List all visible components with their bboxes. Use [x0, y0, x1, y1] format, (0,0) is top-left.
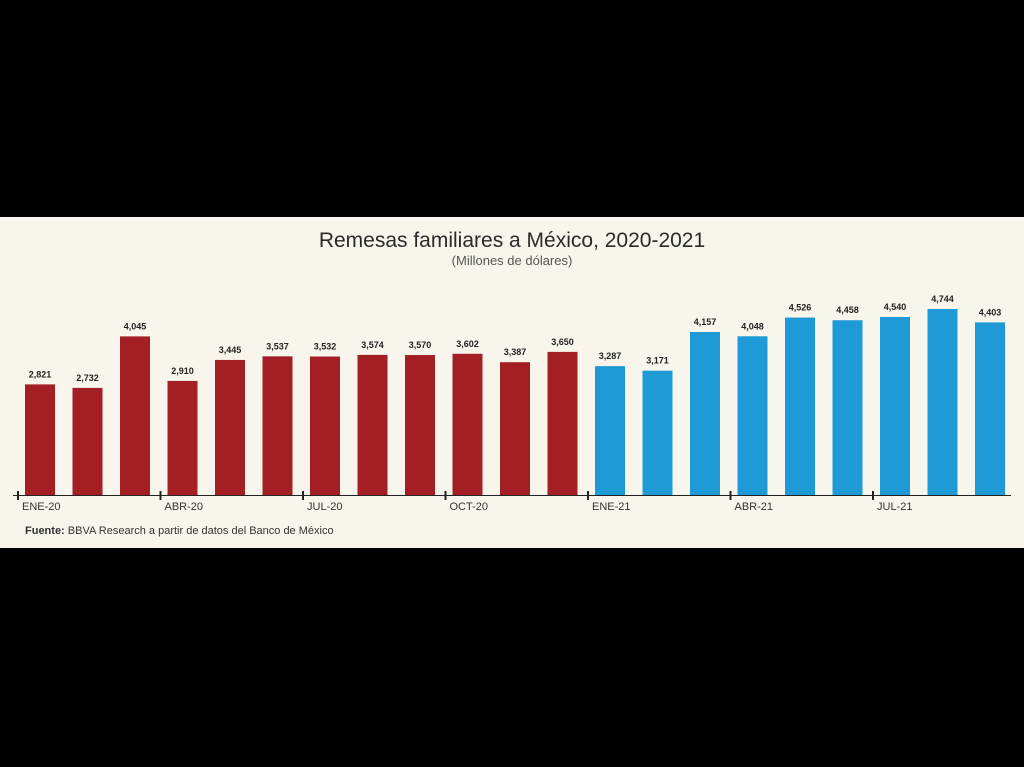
data-label: 3,387	[504, 347, 527, 357]
data-label: 4,540	[884, 302, 907, 312]
bar	[975, 322, 1005, 495]
bar	[832, 320, 863, 495]
data-label: 4,458	[836, 305, 859, 315]
bar	[310, 356, 340, 495]
data-label: 3,602	[456, 339, 479, 349]
data-label: 4,045	[124, 321, 147, 331]
bar	[25, 384, 55, 495]
bar	[737, 336, 768, 495]
data-label: 3,171	[646, 356, 669, 366]
data-label: 4,403	[979, 307, 1002, 317]
bar	[262, 356, 293, 495]
data-label: 2,910	[171, 366, 194, 376]
bar	[595, 366, 625, 495]
source-note: Fuente: BBVA Research a partir de datos …	[25, 525, 334, 537]
data-label: 3,532	[314, 342, 337, 352]
data-label: 3,445	[219, 345, 242, 355]
data-label: 3,650	[551, 337, 574, 347]
x-tick-label: ABR-20	[165, 501, 204, 513]
bar	[547, 351, 578, 495]
chart-panel: Remesas familiares a México, 2020-2021 (…	[0, 217, 1024, 548]
bar	[72, 387, 103, 495]
data-label: 2,821	[29, 369, 52, 379]
bar	[927, 309, 958, 495]
x-tick-label: ENE-20	[22, 501, 61, 513]
bar	[405, 355, 435, 495]
source-text: BBVA Research a partir de datos del Banc…	[67, 525, 334, 537]
data-label: 4,744	[931, 294, 954, 304]
data-label: 3,537	[266, 341, 289, 351]
data-label: 4,526	[789, 303, 812, 313]
data-label: 3,570	[409, 340, 432, 350]
source-label: Fuente:	[25, 525, 65, 537]
chart-subtitle: (Millones de dólares)	[451, 253, 573, 268]
x-tick-label: JUL-21	[877, 501, 912, 513]
bar	[642, 370, 673, 495]
bar	[500, 362, 530, 495]
x-tick-label: ENE-21	[592, 501, 631, 513]
bar	[120, 336, 150, 495]
data-label: 3,574	[361, 340, 384, 350]
bar	[167, 380, 198, 495]
data-label: 4,048	[741, 321, 764, 331]
data-label: 3,287	[599, 351, 622, 361]
bar-chart: 2,821 2,732 4,045 2,910 3,445 3,537 3,532 3,574…	[13, 294, 1011, 513]
chart-title: Remesas familiares a México, 2020-2021	[318, 229, 706, 252]
data-label: 2,732	[76, 373, 99, 383]
x-tick-label: JUL-20	[307, 501, 342, 513]
data-label: 4,157	[694, 317, 717, 327]
bar	[215, 359, 245, 495]
bar	[880, 316, 910, 495]
x-tick-label: ABR-21	[735, 501, 774, 513]
bar	[690, 332, 720, 495]
x-tick-label: OCT-20	[450, 501, 489, 513]
bar	[785, 317, 815, 495]
bar	[452, 353, 483, 495]
bar	[357, 354, 388, 495]
